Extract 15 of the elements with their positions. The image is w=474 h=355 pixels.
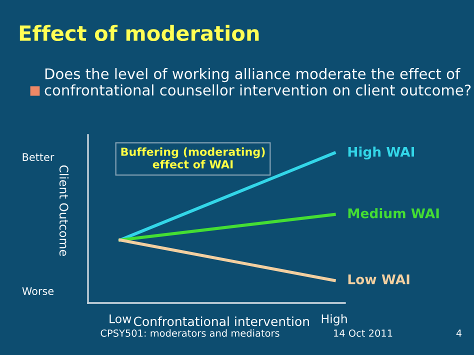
text: Better bbox=[22, 153, 54, 162]
x-tick-label: High bbox=[322, 314, 347, 326]
series-label: Low WAI bbox=[348, 274, 410, 284]
text: Worse bbox=[22, 287, 54, 296]
chart-subtitle: Does the level of working alliance moderate the effect of confrontational counsellor intervention on client outcome? bbox=[44, 68, 471, 96]
chart-title: Effect of moderation bbox=[20, 24, 259, 42]
text: 14 Oct 2011 bbox=[334, 329, 392, 337]
text: 4 bbox=[456, 330, 462, 337]
series-label: High WAI bbox=[348, 146, 414, 160]
annotation: Buffering (moderating) effect of WAI bbox=[121, 147, 265, 168]
text: CPSY501: moderators and mediators bbox=[100, 329, 280, 337]
series-label: Medium WAI bbox=[348, 208, 439, 218]
y-axis-title: Client Outcome bbox=[59, 165, 69, 256]
x-tick-label: Low bbox=[110, 314, 132, 324]
x-axis-title: Confrontational intervention bbox=[134, 316, 309, 326]
